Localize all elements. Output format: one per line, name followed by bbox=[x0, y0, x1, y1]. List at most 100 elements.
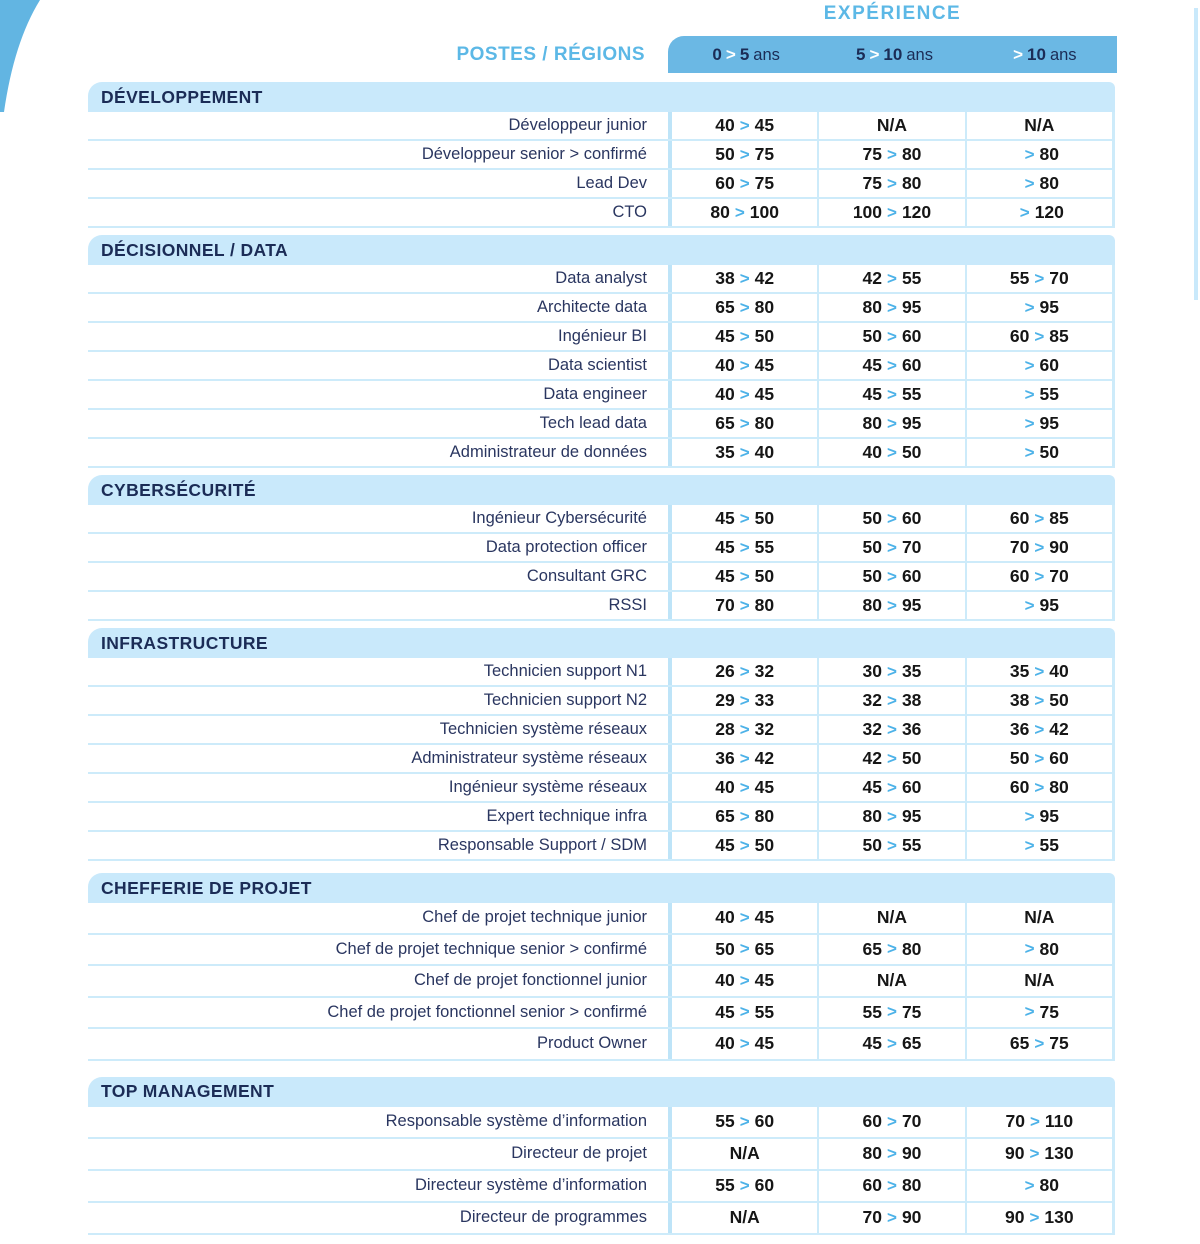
range-chevron-icon: > bbox=[887, 1111, 897, 1131]
table-row: Responsable système d’information 55 >60 60… bbox=[88, 1106, 1115, 1139]
range-value: 60 bbox=[1009, 566, 1030, 586]
salary-range-cell: 60 >75 bbox=[672, 170, 817, 197]
range-unit: ans bbox=[906, 45, 933, 64]
salary-range-cell: 32 >38 bbox=[817, 687, 964, 714]
job-title-label: Chef de projet fonctionnel senior > conf… bbox=[327, 1002, 647, 1021]
salary-range-cell: 60 >85 bbox=[964, 505, 1112, 532]
job-title-label: Ingénieur BI bbox=[558, 327, 647, 345]
range-value: 36 bbox=[901, 719, 922, 739]
salary-range-cell: >120 bbox=[964, 199, 1112, 226]
range-value: 70 bbox=[901, 1111, 922, 1131]
section: CYBERSÉCURITÉ Ingénieur Cybersécurité 45 >5… bbox=[88, 475, 1115, 621]
range-value: 80 bbox=[862, 1143, 883, 1163]
range-value: 75 bbox=[1039, 1001, 1060, 1022]
range-value: 70 bbox=[1009, 537, 1030, 557]
range-value: 60 bbox=[1049, 748, 1069, 768]
range-chevron-icon: > bbox=[887, 661, 897, 681]
salary-values: 40 >45 N/A N/A bbox=[668, 966, 1115, 996]
table-row: Chef de projet fonctionnel junior 40 >45 N/… bbox=[88, 966, 1115, 998]
salary-range-cell: 55 >70 bbox=[964, 265, 1112, 292]
table-row: Ingénieur BI 45 >50 50 >60 60 >85 bbox=[88, 323, 1115, 352]
salary-range-cell: 50 >60 bbox=[817, 505, 964, 532]
range-chevron-icon: > bbox=[739, 719, 750, 739]
range-value: 45 bbox=[715, 326, 735, 346]
range-chevron-icon: > bbox=[739, 326, 750, 346]
range-value: 60 bbox=[901, 355, 922, 375]
range-value: 45 bbox=[754, 384, 775, 404]
section: DÉCISIONNEL / DATA Data analyst 38 >42 42 >55… bbox=[88, 235, 1115, 468]
job-title-label: RSSI bbox=[608, 596, 647, 614]
range-value: 33 bbox=[754, 690, 775, 710]
salary-range-cell: >50 bbox=[964, 439, 1112, 466]
range-value: 45 bbox=[715, 835, 735, 855]
table-row: Architecte data 65 >80 80 >95 >95 bbox=[88, 294, 1115, 323]
range-value: 55 bbox=[754, 1001, 775, 1022]
salary-values: 36 >42 42 >50 50 >60 bbox=[668, 745, 1115, 772]
job-title-label: Technicien support N2 bbox=[483, 691, 647, 709]
section-header: CHEFFERIE DE PROJET bbox=[88, 873, 1115, 903]
range-value: 45 bbox=[862, 1033, 883, 1054]
table-row: Data scientist 40 >45 45 >60 >60 bbox=[88, 352, 1115, 381]
section-title: CHEFFERIE DE PROJET bbox=[101, 877, 312, 898]
range-value: 95 bbox=[1039, 595, 1060, 615]
range-chevron-icon: > bbox=[887, 508, 897, 528]
table-row: Administrateur de données 35 >40 40 >50 >50 bbox=[88, 439, 1115, 468]
salary-range-cell: 26 >32 bbox=[672, 658, 817, 685]
range-value: 32 bbox=[862, 690, 883, 710]
job-title-label: Data engineer bbox=[543, 385, 647, 403]
range-chevron-icon: > bbox=[739, 595, 750, 615]
range-value: 70 bbox=[715, 595, 735, 615]
salary-values: 70 >80 80 >95 >95 bbox=[668, 592, 1115, 619]
range-chevron-icon: > bbox=[1024, 806, 1035, 826]
range-value: 70 bbox=[862, 1207, 883, 1227]
range-value: 60 bbox=[1039, 355, 1060, 375]
range-value: 55 bbox=[754, 537, 775, 557]
range-chevron-icon: > bbox=[887, 748, 897, 768]
range-value: 65 bbox=[754, 938, 775, 959]
salary-range-cell: >95 bbox=[964, 410, 1112, 437]
section: TOP MANAGEMENT Responsable système d’info… bbox=[88, 1076, 1115, 1235]
salary-range-cell: >95 bbox=[964, 592, 1112, 619]
range-value: 32 bbox=[754, 661, 775, 681]
range-chevron-icon: > bbox=[887, 268, 897, 288]
salary-range-cell: 70 >80 bbox=[672, 592, 817, 619]
salary-values: 40 >45 45 >60 >60 bbox=[668, 352, 1115, 379]
range-value: 80 bbox=[754, 595, 775, 615]
range-chevron-icon: > bbox=[1029, 1143, 1040, 1163]
range-chevron-icon: > bbox=[887, 806, 897, 826]
range-value: 60 bbox=[1009, 326, 1030, 346]
salary-range-cell: 50 >65 bbox=[672, 935, 817, 965]
salary-range-cell: 38 >50 bbox=[964, 687, 1112, 714]
section-header: INFRASTRUCTURE bbox=[88, 628, 1115, 658]
range-value: 55 bbox=[1009, 268, 1030, 288]
range-value: 70 bbox=[901, 537, 922, 557]
range-value: 45 bbox=[754, 1033, 775, 1054]
experience-column-header: 0 >5 ans bbox=[672, 45, 820, 65]
section-title: DÉCISIONNEL / DATA bbox=[101, 239, 289, 260]
range-chevron-icon: > bbox=[725, 44, 736, 64]
salary-values: 40 >45 45 >55 >55 bbox=[668, 381, 1115, 408]
salary-values: N/A 80 >90 90 >130 bbox=[668, 1138, 1115, 1169]
range-value: 60 bbox=[1009, 777, 1030, 797]
section-title: DÉVELOPPEMENT bbox=[101, 86, 263, 107]
salary-range-cell: 65 >80 bbox=[817, 934, 964, 964]
range-chevron-icon: > bbox=[1024, 442, 1035, 462]
range-chevron-icon: > bbox=[1034, 690, 1045, 710]
range-chevron-icon: > bbox=[1024, 595, 1035, 615]
range-chevron-icon: > bbox=[1024, 355, 1035, 375]
salary-range-cell: 60 >80 bbox=[817, 1170, 964, 1201]
range-chevron-icon: > bbox=[1024, 413, 1035, 433]
salary-values: 40 >45 N/A N/A bbox=[668, 903, 1115, 933]
salary-range-cell: 65 >80 bbox=[672, 294, 817, 321]
salary-range-cell: 40 >45 bbox=[672, 774, 817, 801]
salary-range-cell: 45 >50 bbox=[672, 323, 817, 350]
experience-header-title: EXPÉRIENCE bbox=[823, 3, 962, 24]
salary-range-cell: 80 >100 bbox=[672, 199, 817, 226]
range-chevron-icon: > bbox=[739, 413, 750, 433]
range-value: 55 bbox=[715, 1111, 735, 1131]
range-chevron-icon: > bbox=[887, 355, 897, 375]
salary-range-cell: 45 >50 bbox=[672, 563, 817, 590]
range-value: 60 bbox=[715, 173, 735, 193]
range-value: 65 bbox=[715, 806, 735, 826]
range-chevron-icon: > bbox=[739, 748, 750, 768]
